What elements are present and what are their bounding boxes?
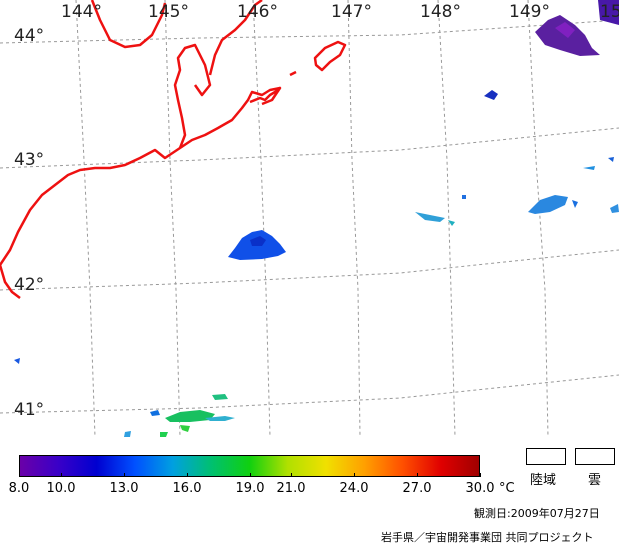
latitude-label: 41° — [14, 400, 45, 420]
sst-patch-north — [484, 90, 498, 100]
shiretoko-coast — [208, 0, 263, 76]
sst-patch-south-green-2 — [180, 425, 190, 432]
latitude-label: 44° — [14, 26, 45, 46]
colorbar-tick-mark — [417, 473, 418, 477]
longitude-label: 146° — [237, 2, 278, 22]
sst-patch-east-3 — [415, 212, 445, 222]
colorbar-tick-mark — [19, 473, 20, 477]
colorbar-tick-label: 27.0 — [402, 481, 432, 496]
sst-patch-south-blue — [150, 410, 160, 416]
sst-patch-east-speck-3 — [608, 157, 614, 162]
temperature-unit: °C — [499, 481, 515, 496]
sst-patch-south-green — [165, 410, 215, 422]
sst-map: 144° 145° 146° 147° 148° 149° 15 44° 43°… — [0, 0, 619, 437]
sst-patch-northeast-2 — [555, 22, 575, 38]
meridian-145 — [164, 0, 181, 437]
colorbar-tick-mark — [187, 473, 188, 477]
colorbar-tick-label: 13.0 — [109, 481, 139, 496]
colorbar-tick-label: 21.0 — [276, 481, 306, 496]
colorbar-tick-label: 10.0 — [46, 481, 76, 496]
meridian-146 — [252, 0, 271, 437]
parallel-42 — [0, 249, 619, 291]
colorbar-tick-mark — [250, 473, 251, 477]
meridian-149 — [527, 0, 549, 437]
colorbar-tick-label: 24.0 — [339, 481, 369, 496]
sst-patch-central-dark — [250, 236, 266, 246]
sst-patch-east-speck-1 — [462, 195, 466, 199]
land-legend-label: 陸域 — [530, 473, 557, 488]
credit-text: 岩手県／宇宙開発事業団 共同プロジェクト — [381, 531, 594, 544]
nemuro-coast — [173, 43, 212, 149]
parallel-44 — [0, 19, 619, 44]
meridian-144 — [75, 0, 96, 437]
sst-patch-east-1 — [528, 195, 568, 214]
sst-patch-east-4 — [448, 220, 455, 226]
sst-patch-east-speck-2 — [583, 166, 595, 170]
longitude-label: 147° — [331, 2, 372, 22]
parallel-43 — [0, 127, 619, 169]
temperature-colorbar — [19, 455, 480, 477]
longitude-label: 15 — [600, 2, 619, 22]
map-canvas — [0, 0, 619, 437]
land-legend-swatch — [526, 448, 566, 465]
sst-patch-south-green-3 — [212, 394, 228, 400]
cloud-legend-label: 雲 — [588, 473, 602, 488]
coastline — [0, 0, 347, 299]
colorbar-tick-label: 30.0 — [465, 481, 495, 496]
meridian-147 — [347, 0, 361, 437]
small-island-1 — [289, 70, 297, 77]
sst-patch-corner — [598, 0, 619, 25]
longitude-label: 148° — [420, 2, 461, 22]
longitude-label: 144° — [61, 2, 102, 22]
colorbar-tick-label: 16.0 — [172, 481, 202, 496]
sst-patch-east-5 — [572, 200, 578, 208]
longitude-label: 149° — [509, 2, 550, 22]
sst-patch-east-2 — [610, 204, 619, 213]
hokkaido-north-coast — [90, 0, 167, 49]
colorbar-tick-mark — [291, 473, 292, 477]
kunashiri-island — [249, 86, 282, 106]
observation-date: 観測日:2009年07月27日 — [474, 507, 600, 520]
colorbar-tick-mark — [61, 473, 62, 477]
cloud-legend-swatch — [575, 448, 615, 465]
latitude-label: 42° — [14, 275, 45, 295]
sst-patches — [14, 0, 619, 437]
colorbar-tick-mark — [124, 473, 125, 477]
sst-patch-south-4 — [160, 432, 168, 437]
sst-patch-west-2 — [124, 431, 131, 437]
colorbar-tick-mark — [480, 473, 481, 477]
hokkaido-east-coast — [0, 86, 281, 266]
meridian-148 — [437, 0, 456, 437]
parallel-41 — [0, 374, 619, 414]
colorbar-tick-label: 19.0 — [235, 481, 265, 496]
coast-south-tip — [0, 264, 21, 299]
latitude-label: 43° — [14, 150, 45, 170]
longitude-label: 145° — [148, 2, 189, 22]
sst-patch-south-cyan — [205, 416, 235, 421]
iturup-island — [313, 40, 347, 72]
colorbar-tick-mark — [354, 473, 355, 477]
colorbar-tick-label: 8.0 — [8, 481, 30, 496]
graticule — [0, 0, 619, 437]
sst-patch-west-1 — [14, 358, 20, 364]
